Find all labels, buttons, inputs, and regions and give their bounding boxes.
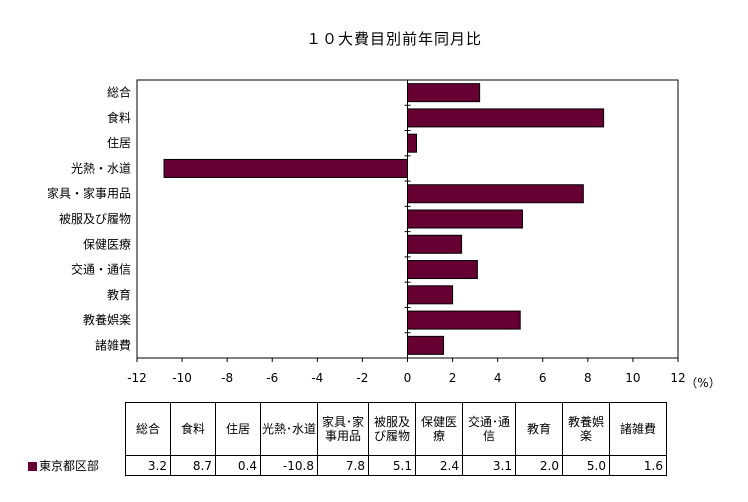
bar-6 [407, 209, 523, 229]
category-label-10: 教養娯楽 [83, 312, 131, 327]
table-cell-9: 2.0 [515, 455, 563, 476]
bar-1 [407, 83, 481, 103]
table-cell-2: 8.7 [170, 455, 216, 476]
table-cell-6: 5.1 [368, 455, 416, 476]
bar-9 [407, 285, 454, 305]
table-cell-3: 0.4 [215, 455, 261, 476]
series-swatch [28, 462, 37, 471]
x-tick-label-6: -2 [356, 371, 368, 385]
table-cell-10: 5.0 [562, 455, 610, 476]
table-header-3: 住居 [215, 402, 261, 456]
chart-title: １０大費目別前年同月比 [306, 30, 482, 48]
category-label-6: 被服及び履物 [59, 212, 131, 226]
bar-3 [407, 133, 418, 153]
bar-8 [407, 260, 478, 280]
category-label-2: 食料 [107, 110, 131, 125]
table-header-8: 交通･通信 [462, 402, 516, 456]
category-label-8: 交通・通信 [71, 262, 131, 277]
x-tick-label-5: -4 [311, 371, 323, 385]
x-tick-label-12: 10 [625, 371, 640, 385]
table-header-1: 総合 [125, 402, 171, 456]
category-label-7: 保健医療 [83, 237, 131, 251]
x-tick-label-1: -12 [127, 371, 147, 385]
table-header-11: 諸雑費 [609, 402, 667, 456]
table-header-6: 被服及び履物 [368, 402, 416, 456]
category-label-1: 総合 [107, 85, 131, 100]
table-header-9: 教育 [515, 402, 563, 456]
table-corner [25, 403, 126, 456]
x-tick-label-3: -8 [221, 371, 233, 385]
table-cell-7: 2.4 [415, 455, 463, 476]
x-tick-label-2: -10 [172, 371, 192, 385]
x-tick-label-7: 0 [404, 371, 412, 385]
table-header-5: 家具･家事用品 [317, 402, 369, 456]
bar-4 [163, 158, 408, 178]
table-cell-8: 3.1 [462, 455, 516, 476]
x-tick-label-8: 2 [449, 371, 457, 385]
x-tick-label-4: -6 [266, 371, 278, 385]
category-label-11: 諸雑費 [95, 337, 131, 352]
table-cell-1: 3.2 [125, 455, 171, 476]
x-tick-label-9: 4 [494, 371, 502, 385]
chart: １０大費目別前年同月比 総合食料住居光熱・水道家具・家事用品被服及び履物保健医療… [47, 30, 721, 390]
x-tick-label-13: 12 [670, 371, 685, 385]
series-name: 東京都区部 [39, 459, 100, 473]
table-cell-4: -10.8 [260, 455, 318, 476]
x-axis-unit: （%） [685, 376, 720, 390]
table-header-4: 光熱･水道 [260, 402, 318, 456]
category-label-4: 光熱・水道 [71, 161, 131, 175]
category-label-9: 教育 [107, 287, 131, 302]
category-label-5: 家具・家事用品 [47, 186, 131, 201]
x-tick-label-10: 6 [539, 371, 547, 385]
bar-2 [407, 108, 605, 128]
table-header-7: 保健医療 [415, 402, 463, 456]
table-row-label: 東京都区部 [25, 456, 126, 476]
x-tick-label-11: 8 [584, 371, 592, 385]
bar-5 [407, 184, 584, 204]
table-cell-11: 1.6 [609, 455, 667, 476]
bar-10 [407, 310, 521, 330]
table-header-2: 食料 [170, 402, 216, 456]
data-table: 総合 食料 住居 光熱･水道 家具･家事用品 被服及び履物 保健医療 交通･通信 教育 教養娯楽諸… [25, 402, 667, 476]
table-header-10: 教養娯楽 [562, 402, 610, 456]
bar-7 [407, 234, 463, 254]
table-cell-5: 7.8 [317, 455, 369, 476]
bar-11 [407, 335, 445, 355]
category-label-3: 住居 [107, 136, 131, 150]
